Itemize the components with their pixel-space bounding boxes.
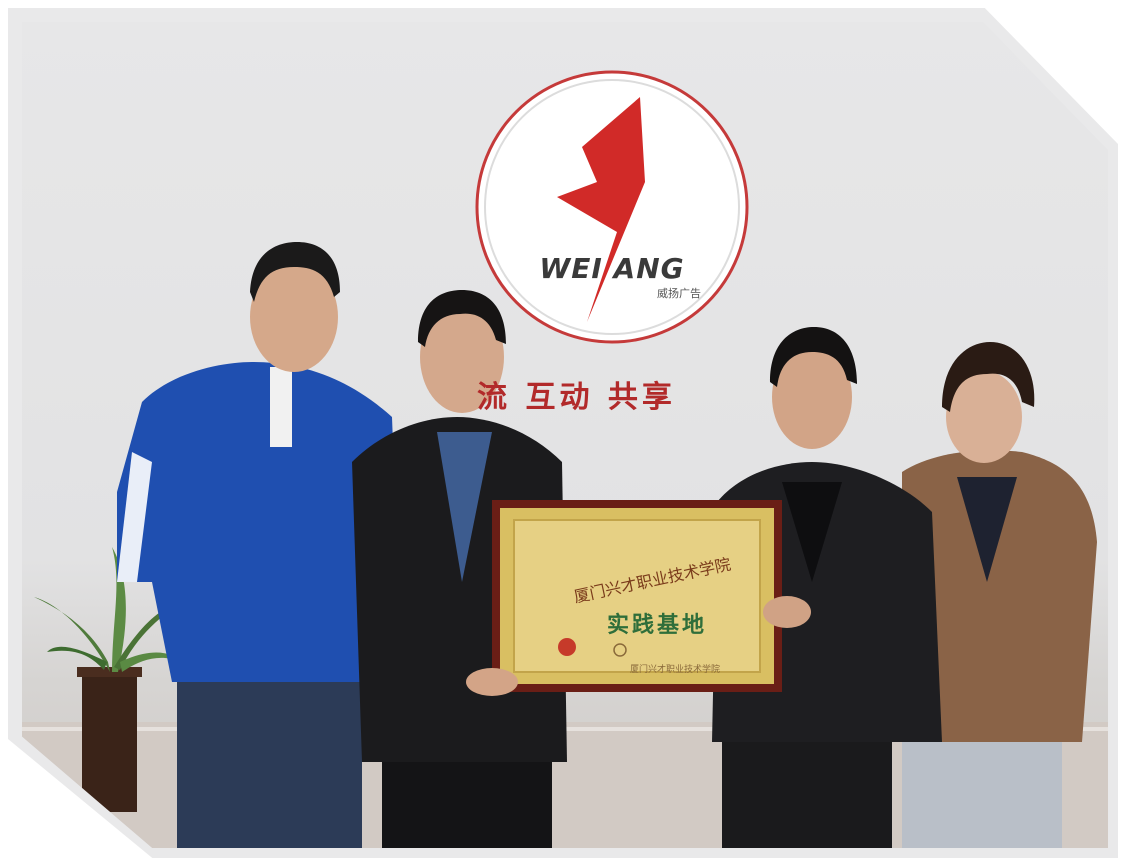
group-photo: WEI ANG 威扬广告 流 互动 共享 厦门兴才职业技术学院 实践基地 厦门兴… <box>22 22 1108 848</box>
plaque-footer-mark: 厦门兴才职业技术学院 <box>630 665 721 675</box>
hand-right <box>763 596 811 628</box>
hand-left <box>466 668 518 696</box>
photo-scene <box>22 70 1108 848</box>
slogan-text: 流 互动 共享 <box>477 380 676 415</box>
person-1 <box>117 242 402 848</box>
logo-sub-text: 威扬广告 <box>657 287 701 300</box>
plaque-title: 实践基地 <box>606 612 707 638</box>
certificate-plaque <box>492 500 782 692</box>
potted-plant <box>34 547 182 812</box>
logo-brand-text: WEI ANG <box>539 252 685 285</box>
person-4 <box>902 342 1097 848</box>
sail-logo <box>557 97 645 322</box>
